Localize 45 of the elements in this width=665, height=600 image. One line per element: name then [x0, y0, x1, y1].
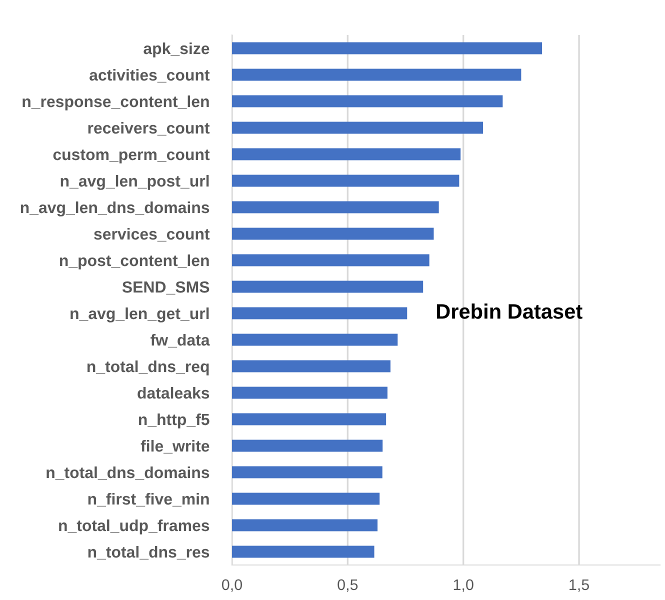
bar	[232, 148, 461, 160]
bar	[232, 228, 434, 240]
y-tick-label: activities_count	[90, 68, 210, 82]
x-tick-label: 0,0	[222, 579, 242, 592]
bar	[232, 201, 439, 214]
bar	[232, 42, 542, 54]
bar	[232, 386, 388, 399]
x-tick-label: 1,5	[570, 579, 590, 592]
y-tick-label: SEND_SMS	[122, 281, 210, 294]
y-tick-label: receivers_count	[88, 122, 210, 136]
y-tick-label: file_write	[140, 440, 210, 454]
bar	[232, 492, 380, 505]
bar	[232, 95, 503, 108]
bar	[232, 546, 374, 558]
y-tick-label: services_count	[94, 228, 210, 242]
y-tick-label: fw_data	[150, 334, 210, 348]
y-tick-label: n_avg_len_post_url	[60, 174, 209, 190]
y-tick-label: n_total_dns_res	[88, 546, 210, 560]
bar	[232, 466, 382, 478]
bar	[232, 360, 390, 372]
bar	[232, 440, 383, 452]
x-tick-label: 1,0	[454, 579, 474, 592]
text: Drebin Dataset	[436, 304, 582, 319]
y-tick-label: n_first_five_min	[88, 492, 209, 506]
y-tick-label: n_total_dns_req	[87, 360, 209, 376]
bar	[232, 68, 522, 81]
bar	[232, 307, 408, 320]
bar	[232, 174, 460, 187]
y-tick-label: n_response_content_len	[22, 95, 209, 110]
y-tick-label: n_avg_len_dns_domains	[20, 201, 210, 216]
y-tick-label: n_http_f5	[138, 413, 210, 428]
bar	[232, 280, 424, 293]
bar	[232, 122, 484, 134]
y-tick-label: n_total_dns_domains	[46, 466, 210, 480]
bar	[232, 413, 386, 426]
x-tick-label: 0,5	[338, 579, 358, 592]
y-tick-label: n_avg_len_get_url	[70, 307, 209, 322]
y-tick-label: apk_size	[144, 42, 210, 58]
bar	[232, 334, 398, 346]
y-tick-label: custom_perm_count	[53, 150, 210, 164]
y-tick-label: dataleaks	[138, 386, 210, 399]
y-tick-label: n_total_udp_frames	[59, 519, 210, 534]
bar	[232, 519, 378, 532]
bar	[232, 254, 430, 266]
y-tick-label: n_post_content_len	[60, 254, 209, 270]
